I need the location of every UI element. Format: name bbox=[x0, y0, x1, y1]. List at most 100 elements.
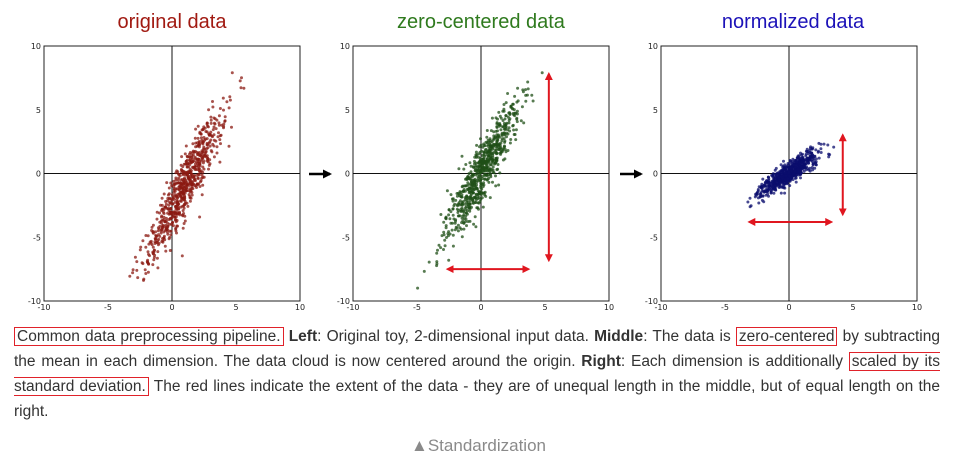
data-point bbox=[182, 179, 185, 183]
data-point bbox=[520, 105, 524, 109]
data-point bbox=[240, 76, 243, 80]
data-point bbox=[151, 230, 155, 234]
data-point bbox=[175, 224, 179, 228]
x-tick-label-original: -10 bbox=[37, 303, 50, 312]
data-point bbox=[160, 196, 164, 200]
data-point bbox=[494, 151, 498, 155]
data-point bbox=[819, 147, 823, 151]
data-point bbox=[460, 195, 464, 199]
data-point bbox=[442, 248, 445, 251]
data-point bbox=[494, 161, 497, 165]
data-point bbox=[513, 94, 517, 98]
data-point bbox=[170, 198, 174, 202]
chart-title-original: original data bbox=[118, 11, 228, 33]
data-point bbox=[487, 176, 491, 180]
data-point bbox=[490, 140, 494, 144]
data-point bbox=[189, 172, 193, 176]
data-point bbox=[197, 173, 201, 177]
data-point bbox=[487, 180, 491, 184]
data-point bbox=[496, 163, 500, 166]
data-point bbox=[788, 184, 792, 188]
data-point bbox=[499, 141, 503, 145]
data-point bbox=[483, 148, 487, 152]
data-point bbox=[808, 154, 812, 158]
x-tick-label-normalized: 10 bbox=[912, 303, 922, 312]
panel-normalized: normalized data -10 -5 0 5 10 10 5 0 -5 -10 bbox=[645, 11, 922, 312]
data-point bbox=[449, 193, 453, 197]
y-tick-label-zero-centered: 10 bbox=[340, 42, 350, 51]
data-point bbox=[151, 263, 155, 267]
data-point bbox=[181, 204, 185, 208]
data-point bbox=[500, 133, 504, 136]
data-point bbox=[183, 219, 187, 223]
data-point bbox=[157, 227, 161, 231]
data-point bbox=[158, 211, 161, 215]
data-point bbox=[796, 154, 800, 158]
data-point bbox=[164, 206, 168, 210]
data-point bbox=[451, 244, 455, 248]
data-point bbox=[181, 182, 185, 186]
data-point bbox=[488, 196, 492, 200]
data-point bbox=[435, 251, 439, 255]
data-point bbox=[217, 123, 221, 127]
data-point bbox=[173, 212, 177, 215]
data-point bbox=[166, 228, 170, 232]
x-tick-label-zero-centered: 0 bbox=[478, 303, 483, 312]
data-point bbox=[198, 164, 202, 168]
data-point bbox=[221, 96, 225, 100]
data-point bbox=[174, 218, 178, 222]
y-tick-label-normalized: 0 bbox=[653, 170, 658, 179]
plot-area-normalized: -10 -5 0 5 10 10 5 0 -5 -10 bbox=[645, 42, 922, 312]
data-point bbox=[524, 88, 527, 92]
data-point bbox=[445, 236, 448, 239]
plot-area-zero-centered: -10 -5 0 5 10 10 5 0 -5 -10 bbox=[337, 42, 614, 312]
data-point bbox=[170, 193, 174, 197]
data-point bbox=[516, 99, 520, 103]
data-point bbox=[238, 79, 242, 83]
data-point bbox=[162, 230, 166, 234]
data-point bbox=[508, 141, 512, 145]
data-point bbox=[479, 137, 482, 141]
data-point bbox=[197, 140, 201, 143]
data-point bbox=[474, 225, 478, 229]
data-point bbox=[460, 203, 464, 207]
data-point bbox=[202, 136, 206, 139]
data-point bbox=[166, 211, 170, 215]
data-point bbox=[155, 234, 159, 238]
data-point bbox=[531, 99, 535, 103]
data-point bbox=[464, 217, 468, 221]
data-point bbox=[199, 180, 202, 184]
data-point bbox=[198, 169, 201, 173]
data-point bbox=[192, 175, 196, 178]
data-point bbox=[202, 147, 205, 151]
data-point bbox=[826, 143, 830, 147]
data-point bbox=[222, 124, 226, 128]
data-point bbox=[451, 197, 455, 201]
data-point bbox=[497, 110, 501, 114]
data-point bbox=[143, 268, 147, 272]
data-point bbox=[499, 128, 503, 132]
data-point bbox=[178, 190, 182, 194]
data-point bbox=[204, 155, 208, 159]
data-point bbox=[439, 213, 443, 216]
data-point bbox=[514, 128, 518, 132]
data-point bbox=[793, 169, 797, 173]
data-point bbox=[201, 183, 205, 187]
data-point bbox=[488, 157, 492, 161]
data-point bbox=[448, 217, 452, 221]
data-point bbox=[176, 201, 179, 205]
data-point bbox=[787, 171, 791, 175]
data-point bbox=[456, 191, 460, 195]
data-point bbox=[780, 172, 784, 176]
data-point bbox=[515, 109, 519, 113]
x-tick-label-zero-centered: 5 bbox=[542, 303, 547, 312]
data-point bbox=[443, 244, 447, 248]
data-point bbox=[466, 202, 470, 206]
data-point bbox=[160, 226, 164, 230]
data-point bbox=[186, 204, 190, 208]
figure-caption: Common data preprocessing pipeline. Left… bbox=[14, 324, 940, 424]
data-point bbox=[506, 149, 510, 152]
data-point bbox=[468, 199, 472, 203]
data-point bbox=[182, 222, 186, 225]
data-point bbox=[464, 177, 467, 181]
